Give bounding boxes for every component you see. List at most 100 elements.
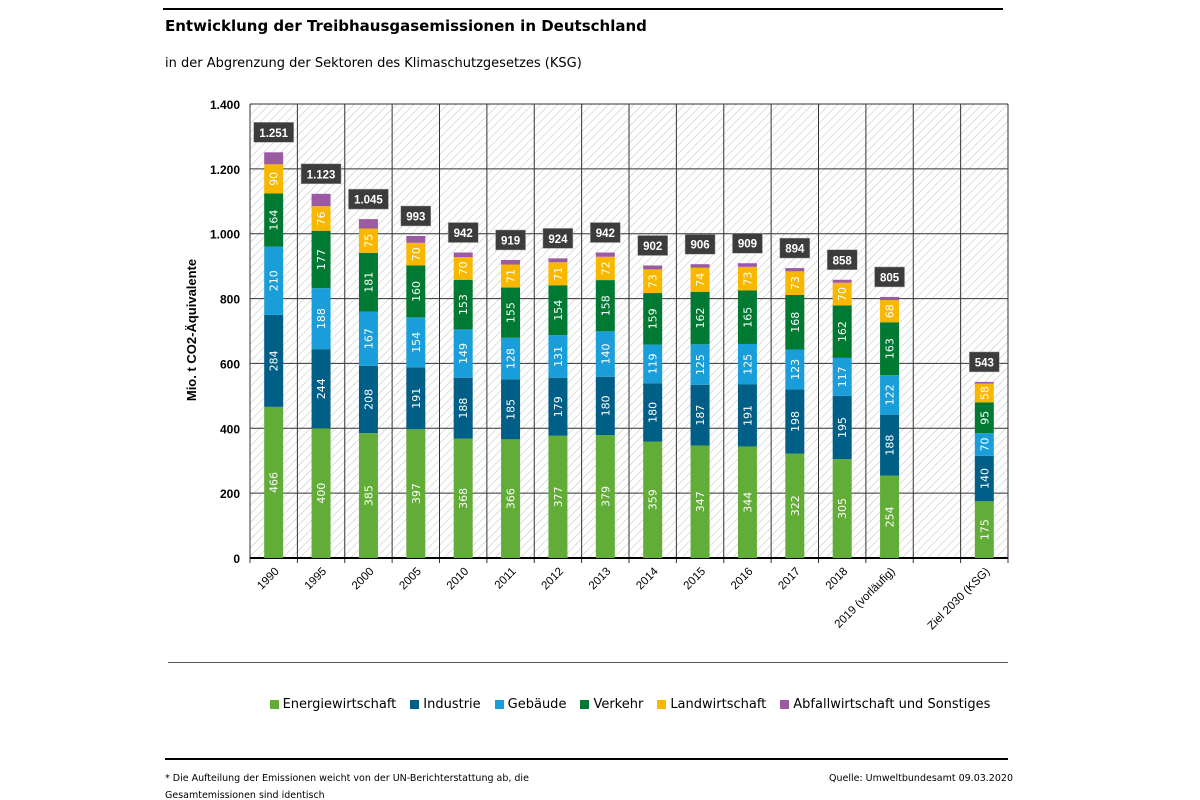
segment-value-label: 344 bbox=[741, 492, 754, 513]
top-rule bbox=[163, 8, 1003, 10]
segment-value-label: 397 bbox=[410, 483, 423, 504]
bar-segment-gebäude bbox=[264, 246, 284, 315]
footer-rule bbox=[165, 758, 1008, 760]
segment-value-label: 385 bbox=[362, 485, 375, 506]
segment-value-label: 466 bbox=[268, 472, 281, 493]
total-label-box bbox=[348, 188, 389, 210]
y-tick-label: 400 bbox=[220, 422, 240, 436]
legend-label: Verkehr bbox=[593, 697, 644, 712]
bar-segment-abfallwirtschaft-und-sonstiges bbox=[548, 258, 568, 263]
bar-segment-industrie bbox=[264, 314, 284, 407]
segment-value-label: 75 bbox=[362, 234, 375, 248]
bar-segment-verkehr bbox=[643, 293, 663, 345]
segment-value-label: 140 bbox=[599, 344, 612, 365]
segment-value-label: 73 bbox=[741, 272, 754, 286]
bar-segment-industrie bbox=[453, 377, 473, 439]
segment-value-label: 159 bbox=[647, 308, 660, 329]
bar-segment-landwirtschaft bbox=[453, 257, 473, 280]
segment-value-label: 168 bbox=[789, 312, 802, 333]
bar-segment-gebäude bbox=[737, 343, 757, 385]
bar-segment-gebäude bbox=[548, 335, 568, 378]
segment-value-label: 122 bbox=[884, 384, 897, 405]
bar-segment-energiewirtschaft bbox=[785, 453, 805, 558]
segment-value-label: 74 bbox=[694, 273, 707, 287]
segment-value-label: 175 bbox=[978, 519, 991, 540]
bar-segment-landwirtschaft bbox=[643, 269, 663, 294]
bar-segment-energiewirtschaft bbox=[358, 433, 378, 558]
y-axis-label: Mio. t CO2-Äquivalente bbox=[184, 259, 199, 401]
segment-value-label: 164 bbox=[268, 210, 281, 231]
segment-value-label: 70 bbox=[410, 247, 423, 261]
bar-segment-energiewirtschaft bbox=[643, 441, 663, 558]
segment-value-label: 125 bbox=[694, 354, 707, 375]
total-label-box bbox=[826, 249, 858, 271]
bar-segment-abfallwirtschaft-und-sonstiges bbox=[974, 381, 994, 384]
segment-value-label: 162 bbox=[836, 321, 849, 342]
total-label-box bbox=[447, 222, 479, 243]
bar-segment-industrie bbox=[358, 365, 378, 434]
bar-segment-energiewirtschaft bbox=[311, 428, 331, 558]
segment-value-label: 254 bbox=[884, 506, 897, 527]
total-label-box bbox=[732, 232, 763, 254]
segment-value-label: 73 bbox=[789, 276, 802, 290]
x-tick-label: 2016 bbox=[729, 566, 756, 593]
segment-value-label: 208 bbox=[362, 389, 375, 410]
segment-value-label: 180 bbox=[647, 402, 660, 423]
bar-segment-verkehr bbox=[690, 291, 710, 345]
y-tick-label: 600 bbox=[220, 357, 240, 371]
segment-value-label: 72 bbox=[599, 261, 612, 275]
bar-segment-abfallwirtschaft-und-sonstiges bbox=[690, 264, 710, 268]
segment-value-label: 153 bbox=[457, 294, 470, 315]
x-tick-label: 2010 bbox=[445, 566, 472, 593]
bar-segment-verkehr bbox=[785, 295, 805, 350]
segment-value-label: 185 bbox=[505, 399, 518, 420]
bar-segment-energiewirtschaft bbox=[690, 445, 710, 558]
bar-segment-energiewirtschaft bbox=[264, 406, 284, 558]
bar-segment-landwirtschaft bbox=[737, 266, 757, 291]
total-label-box bbox=[637, 235, 668, 256]
segment-value-label: 167 bbox=[362, 328, 375, 349]
bar-segment-industrie bbox=[880, 414, 900, 476]
bar-segment-verkehr bbox=[453, 279, 473, 330]
segment-value-label: 128 bbox=[505, 348, 518, 369]
bar-segment-industrie bbox=[643, 383, 663, 442]
bar-segment-industrie bbox=[832, 395, 852, 460]
bar-segment-industrie bbox=[501, 379, 521, 440]
bar-segment-landwirtschaft bbox=[311, 206, 331, 231]
bar-segment-energiewirtschaft bbox=[548, 435, 568, 558]
segment-value-label: 70 bbox=[978, 438, 991, 452]
segment-value-label: 163 bbox=[884, 338, 897, 359]
chart-subtitle: in der Abgrenzung der Sektoren des Klima… bbox=[165, 56, 582, 71]
segment-value-label: 154 bbox=[410, 332, 423, 353]
segment-value-label: 188 bbox=[315, 308, 328, 329]
bar-segment-verkehr bbox=[264, 193, 284, 247]
segment-value-label: 158 bbox=[599, 295, 612, 316]
legend-swatch bbox=[410, 700, 420, 709]
segment-value-label: 76 bbox=[315, 211, 328, 225]
bar-segment-abfallwirtschaft-und-sonstiges bbox=[406, 235, 426, 243]
segment-value-label: 198 bbox=[789, 411, 802, 432]
total-label-box bbox=[969, 351, 1000, 373]
legend-swatch bbox=[780, 700, 790, 709]
bar-segment-energiewirtschaft bbox=[501, 439, 521, 558]
segment-value-label: 305 bbox=[836, 498, 849, 519]
x-tick-label: 2012 bbox=[539, 566, 566, 593]
segment-value-label: 368 bbox=[457, 488, 470, 509]
segment-value-label: 284 bbox=[268, 350, 281, 371]
footnote-line-1: * Die Aufteilung der Emissionen weicht v… bbox=[165, 773, 529, 784]
legend-label: Energiewirtschaft bbox=[282, 697, 397, 712]
bar-segment-abfallwirtschaft-und-sonstiges bbox=[785, 268, 805, 272]
bar-segment-landwirtschaft bbox=[358, 228, 378, 253]
x-tick-label: 2014 bbox=[634, 565, 661, 592]
legend-item: Gebäude bbox=[494, 697, 566, 712]
bar-segment-energiewirtschaft bbox=[880, 475, 900, 558]
bar-segment-landwirtschaft bbox=[548, 262, 568, 286]
bar-segment-abfallwirtschaft-und-sonstiges bbox=[453, 252, 473, 258]
legend-swatch bbox=[494, 700, 504, 709]
segment-value-label: 155 bbox=[505, 302, 518, 323]
segment-value-label: 377 bbox=[552, 486, 565, 507]
legend-swatch bbox=[580, 700, 590, 709]
x-tick-label: 2017 bbox=[776, 566, 803, 593]
bar-segment-abfallwirtschaft-und-sonstiges bbox=[264, 152, 284, 165]
total-value-label: 543 bbox=[975, 357, 994, 369]
